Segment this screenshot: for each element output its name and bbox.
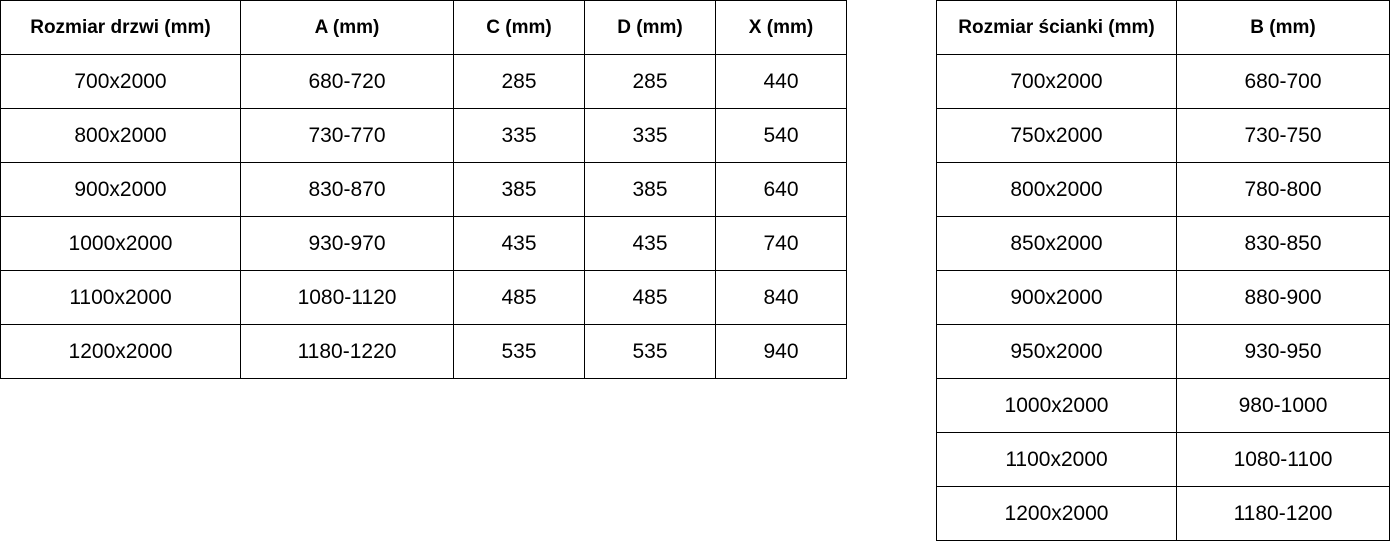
table-cell: 830-870 (240, 162, 454, 217)
column-header: D (mm) (584, 0, 716, 55)
table-cell: 385 (584, 162, 716, 217)
table-cell: 930-970 (240, 216, 454, 271)
table-cell: 1200x2000 (936, 486, 1177, 541)
table-cell: 700x2000 (0, 54, 241, 109)
table-cell: 535 (453, 324, 585, 379)
column-header: Rozmiar ścianki (mm) (936, 0, 1177, 55)
table-cell: 950x2000 (936, 324, 1177, 379)
table-cell: 435 (453, 216, 585, 271)
door-size-table: Rozmiar drzwi (mm) A (mm) C (mm) D (mm) X (m… (0, 0, 847, 379)
table-cell: 440 (715, 54, 847, 109)
table-row: 800x2000 780-800 (936, 162, 1390, 217)
table-cell: 750x2000 (936, 108, 1177, 163)
table-cell: 800x2000 (936, 162, 1177, 217)
table-row: 1200x2000 1180-1200 (936, 486, 1390, 541)
table-cell: 640 (715, 162, 847, 217)
table-cell: 900x2000 (936, 270, 1177, 325)
table-cell: 1200x2000 (0, 324, 241, 379)
table-cell: 435 (584, 216, 716, 271)
table-cell: 1100x2000 (936, 432, 1177, 487)
table-cell: 900x2000 (0, 162, 241, 217)
table-cell: 740 (715, 216, 847, 271)
table-cell: 1180-1220 (240, 324, 454, 379)
column-header: A (mm) (240, 0, 454, 55)
table-cell: 1000x2000 (936, 378, 1177, 433)
table-cell: 1080-1120 (240, 270, 454, 325)
table-cell: 1180-1200 (1176, 486, 1390, 541)
table-cell: 840 (715, 270, 847, 325)
table-row: 750x2000 730-750 (936, 108, 1390, 163)
column-header: C (mm) (453, 0, 585, 55)
table-row: 1000x2000 930-970 435 435 740 (0, 216, 847, 271)
table-row: 1100x2000 1080-1100 (936, 432, 1390, 487)
column-header: B (mm) (1176, 0, 1390, 55)
table-row: 800x2000 730-770 335 335 540 (0, 108, 847, 163)
table-cell: 385 (453, 162, 585, 217)
table-cell: 285 (584, 54, 716, 109)
table-row: 900x2000 830-870 385 385 640 (0, 162, 847, 217)
table-cell: 1000x2000 (0, 216, 241, 271)
table-row: 1000x2000 980-1000 (936, 378, 1390, 433)
column-header: X (mm) (715, 0, 847, 55)
table-row: 700x2000 680-720 285 285 440 (0, 54, 847, 109)
wall-size-table: Rozmiar ścianki (mm) B (mm) 700x2000 680-7… (936, 0, 1390, 541)
table-cell: 730-750 (1176, 108, 1390, 163)
table-row: 1200x2000 1180-1220 535 535 940 (0, 324, 847, 379)
table-cell: 680-720 (240, 54, 454, 109)
table-header-row: Rozmiar ścianki (mm) B (mm) (936, 0, 1390, 55)
table-row: 1100x2000 1080-1120 485 485 840 (0, 270, 847, 325)
table-cell: 1080-1100 (1176, 432, 1390, 487)
table-cell: 980-1000 (1176, 378, 1390, 433)
table-cell: 930-950 (1176, 324, 1390, 379)
table-row: 700x2000 680-700 (936, 54, 1390, 109)
table-cell: 540 (715, 108, 847, 163)
table-row: 950x2000 930-950 (936, 324, 1390, 379)
column-header: Rozmiar drzwi (mm) (0, 0, 241, 55)
table-cell: 780-800 (1176, 162, 1390, 217)
table-cell: 850x2000 (936, 216, 1177, 271)
table-cell: 700x2000 (936, 54, 1177, 109)
table-cell: 730-770 (240, 108, 454, 163)
table-row: 850x2000 830-850 (936, 216, 1390, 271)
table-cell: 335 (453, 108, 585, 163)
table-cell: 680-700 (1176, 54, 1390, 109)
table-cell: 800x2000 (0, 108, 241, 163)
table-cell: 940 (715, 324, 847, 379)
table-cell: 830-850 (1176, 216, 1390, 271)
table-cell: 485 (584, 270, 716, 325)
table-cell: 485 (453, 270, 585, 325)
table-cell: 880-900 (1176, 270, 1390, 325)
table-cell: 535 (584, 324, 716, 379)
table-cell: 335 (584, 108, 716, 163)
table-cell: 1100x2000 (0, 270, 241, 325)
table-header-row: Rozmiar drzwi (mm) A (mm) C (mm) D (mm) X (m… (0, 0, 847, 55)
table-cell: 285 (453, 54, 585, 109)
table-row: 900x2000 880-900 (936, 270, 1390, 325)
